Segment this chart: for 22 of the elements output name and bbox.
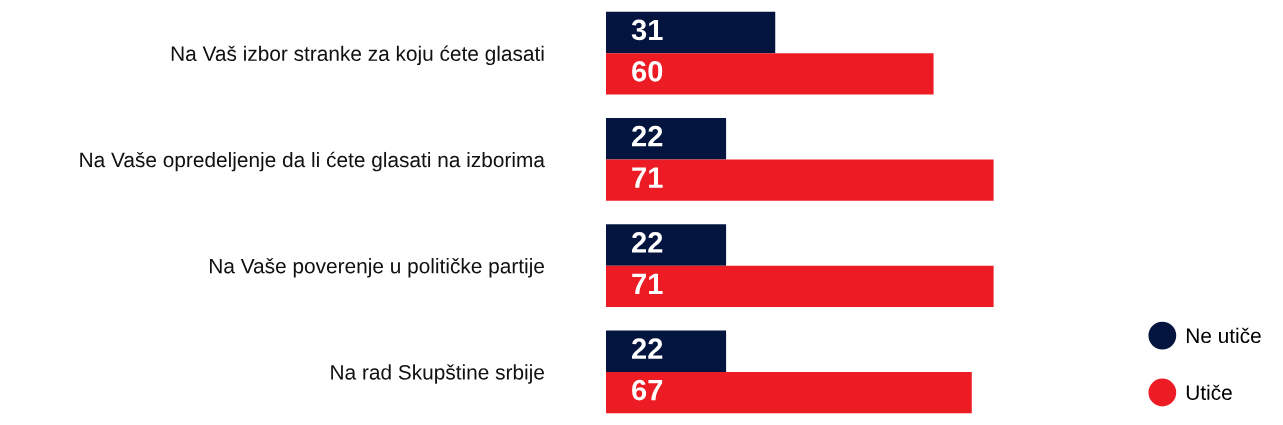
bar bbox=[606, 224, 727, 266]
y-tick-label: Na Vaše poverenje u političke partije bbox=[210, 258, 544, 278]
y-tick-label: Na Vaše opredeljenje da li ćete glasati na izborima bbox=[80, 151, 545, 172]
data-label: 22 bbox=[632, 125, 663, 147]
data-label: 71 bbox=[632, 273, 663, 294]
data-label: 31 bbox=[631, 19, 663, 41]
bar bbox=[606, 265, 994, 308]
bar bbox=[606, 371, 972, 414]
data-label: 60 bbox=[632, 61, 663, 82]
bar bbox=[606, 117, 727, 160]
legend-label: Ne utiče bbox=[1186, 327, 1261, 344]
data-label: 22 bbox=[632, 232, 663, 253]
bar bbox=[606, 330, 727, 372]
data-label: 22 bbox=[632, 338, 663, 359]
bar bbox=[606, 53, 934, 95]
y-tick-label: Na Vaš izbor stranke za koju ćete glasati bbox=[171, 45, 544, 66]
bar bbox=[606, 11, 776, 54]
y-tick-label: Na rad Skupštine srbije bbox=[331, 364, 544, 384]
data-label: 67 bbox=[632, 379, 663, 401]
bar bbox=[606, 159, 994, 201]
data-label: 71 bbox=[632, 167, 663, 188]
legend-label: Utiče bbox=[1186, 384, 1232, 401]
